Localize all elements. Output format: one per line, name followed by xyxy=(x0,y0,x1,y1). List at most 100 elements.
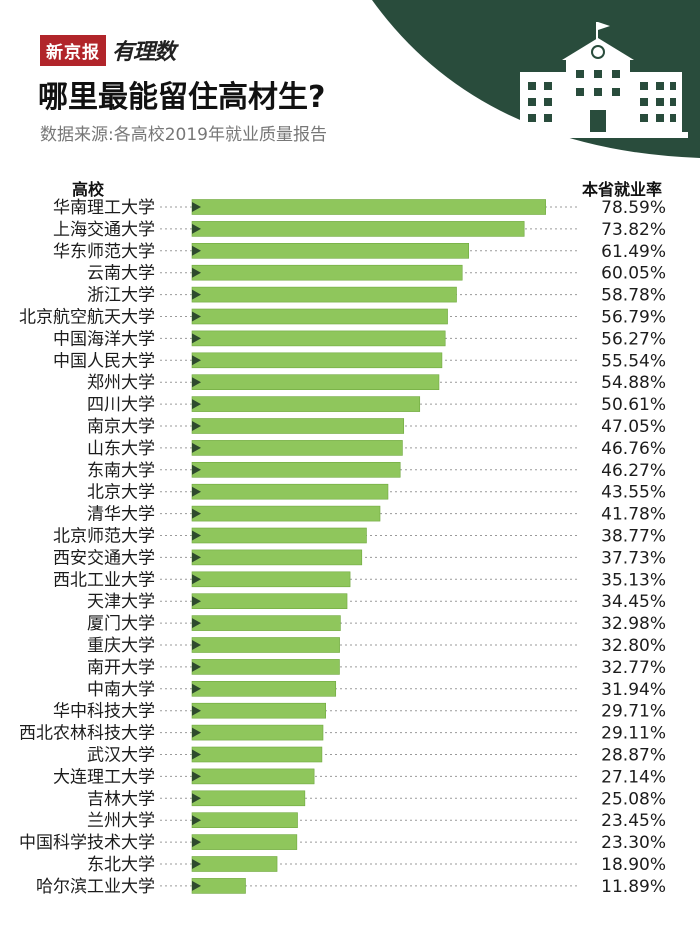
bar xyxy=(191,790,306,807)
bar-marker-triangle xyxy=(192,508,201,519)
school-label: 吉林大学 xyxy=(87,789,155,809)
bar xyxy=(191,308,448,325)
value-label: 60.05% xyxy=(601,264,666,284)
bar-marker-triangle xyxy=(192,859,201,869)
school-label: 上海交通大学 xyxy=(53,220,155,240)
value-label: 58.78% xyxy=(601,286,666,306)
header-decoration xyxy=(372,0,700,158)
bar xyxy=(191,615,341,631)
brand-logo: 新京报 有理数 xyxy=(40,34,176,66)
bar-chart: 华南理工大学 78.59% 上海交通大学 73.82% 华东师范大学 61.49% 云南大学… xyxy=(19,198,666,897)
bar xyxy=(191,812,298,829)
bar-marker-triangle xyxy=(192,727,201,738)
bar-marker-triangle xyxy=(192,596,201,607)
bar-marker-triangle xyxy=(192,311,201,322)
school-label: 西北工业大学 xyxy=(53,570,155,590)
bar-marker-triangle xyxy=(192,793,201,804)
value-label: 11.89% xyxy=(601,877,666,897)
value-label: 54.88% xyxy=(601,373,666,393)
column-header-rate: 本省就业率 xyxy=(582,180,663,199)
school-label: 南开大学 xyxy=(87,658,155,678)
bar xyxy=(191,286,457,303)
school-label: 中国人民大学 xyxy=(53,351,155,371)
school-label: 哈尔滨工业大学 xyxy=(36,877,155,897)
school-label: 天津大学 xyxy=(87,592,155,612)
bar xyxy=(191,702,326,719)
bar xyxy=(191,527,367,544)
school-label: 华南理工大学 xyxy=(53,198,155,218)
value-label: 32.80% xyxy=(601,636,666,656)
bar xyxy=(191,768,315,785)
value-label: 78.59% xyxy=(601,198,666,218)
school-label: 中南大学 xyxy=(87,680,155,700)
value-label: 29.11% xyxy=(601,724,666,744)
bar-marker-triangle xyxy=(192,815,201,826)
bar-marker-triangle xyxy=(192,464,201,475)
bar xyxy=(191,330,446,347)
bar-marker-triangle xyxy=(192,486,201,497)
bar xyxy=(191,505,381,522)
bar xyxy=(191,637,340,653)
value-label: 46.27% xyxy=(601,461,666,481)
school-label: 东南大学 xyxy=(87,461,155,481)
school-label: 武汉大学 xyxy=(87,746,155,766)
value-label: 46.76% xyxy=(601,439,666,459)
bar xyxy=(191,264,463,281)
bar-marker-triangle xyxy=(192,574,201,585)
value-label: 43.55% xyxy=(601,483,666,503)
value-label: 23.45% xyxy=(601,811,666,831)
value-label: 56.27% xyxy=(601,329,666,349)
value-label: 56.79% xyxy=(601,308,666,328)
bar xyxy=(191,221,525,237)
school-label: 郑州大学 xyxy=(87,373,155,393)
value-label: 25.08% xyxy=(601,789,666,809)
bar xyxy=(191,549,363,566)
value-label: 32.98% xyxy=(601,614,666,634)
bar-marker-triangle xyxy=(192,618,201,629)
school-label: 东北大学 xyxy=(87,855,155,875)
bar-marker-triangle xyxy=(192,399,201,410)
bar xyxy=(191,746,323,763)
value-label: 18.90% xyxy=(601,855,666,875)
value-label: 35.13% xyxy=(601,570,666,590)
value-label: 55.54% xyxy=(601,351,666,371)
school-label: 浙江大学 xyxy=(87,286,155,306)
school-label: 云南大学 xyxy=(87,264,155,284)
bar xyxy=(191,418,405,434)
bar-marker-triangle xyxy=(192,333,201,344)
value-label: 27.14% xyxy=(601,767,666,787)
school-label: 北京大学 xyxy=(87,483,155,503)
data-source: 数据来源:各高校2019年就业质量报告 xyxy=(40,125,327,145)
school-label: 兰州大学 xyxy=(87,811,155,831)
school-label: 中国科学技术大学 xyxy=(19,833,155,853)
value-label: 73.82% xyxy=(601,220,666,240)
value-label: 41.78% xyxy=(601,505,666,525)
school-label: 中国海洋大学 xyxy=(53,329,155,349)
bar-marker-triangle xyxy=(192,683,201,694)
value-label: 32.77% xyxy=(601,658,666,678)
bar-marker-triangle xyxy=(192,245,201,256)
school-label: 北京航空航天大学 xyxy=(19,308,155,328)
bar-marker-triangle xyxy=(192,289,201,300)
brand-column-name: 有理数 xyxy=(112,39,176,65)
bar-marker-triangle xyxy=(192,530,201,541)
bar-marker-triangle xyxy=(192,223,201,234)
school-label: 华中科技大学 xyxy=(53,702,155,722)
school-label: 清华大学 xyxy=(87,505,155,525)
chart-title: 哪里最能留住高材生? xyxy=(38,80,326,115)
value-label: 31.94% xyxy=(601,680,666,700)
value-label: 47.05% xyxy=(601,417,666,437)
bar xyxy=(191,396,421,412)
bar xyxy=(191,834,298,850)
value-label: 23.30% xyxy=(601,833,666,853)
school-label: 山东大学 xyxy=(87,439,155,459)
school-label: 大连理工大学 xyxy=(53,767,155,787)
value-label: 28.87% xyxy=(601,746,666,766)
school-label: 北京师范大学 xyxy=(53,527,155,547)
value-label: 50.61% xyxy=(601,395,666,415)
bar-marker-triangle xyxy=(192,442,201,453)
bar-marker-triangle xyxy=(192,552,201,563)
school-label: 四川大学 xyxy=(87,395,155,415)
value-label: 37.73% xyxy=(601,548,666,568)
bar xyxy=(191,352,443,369)
